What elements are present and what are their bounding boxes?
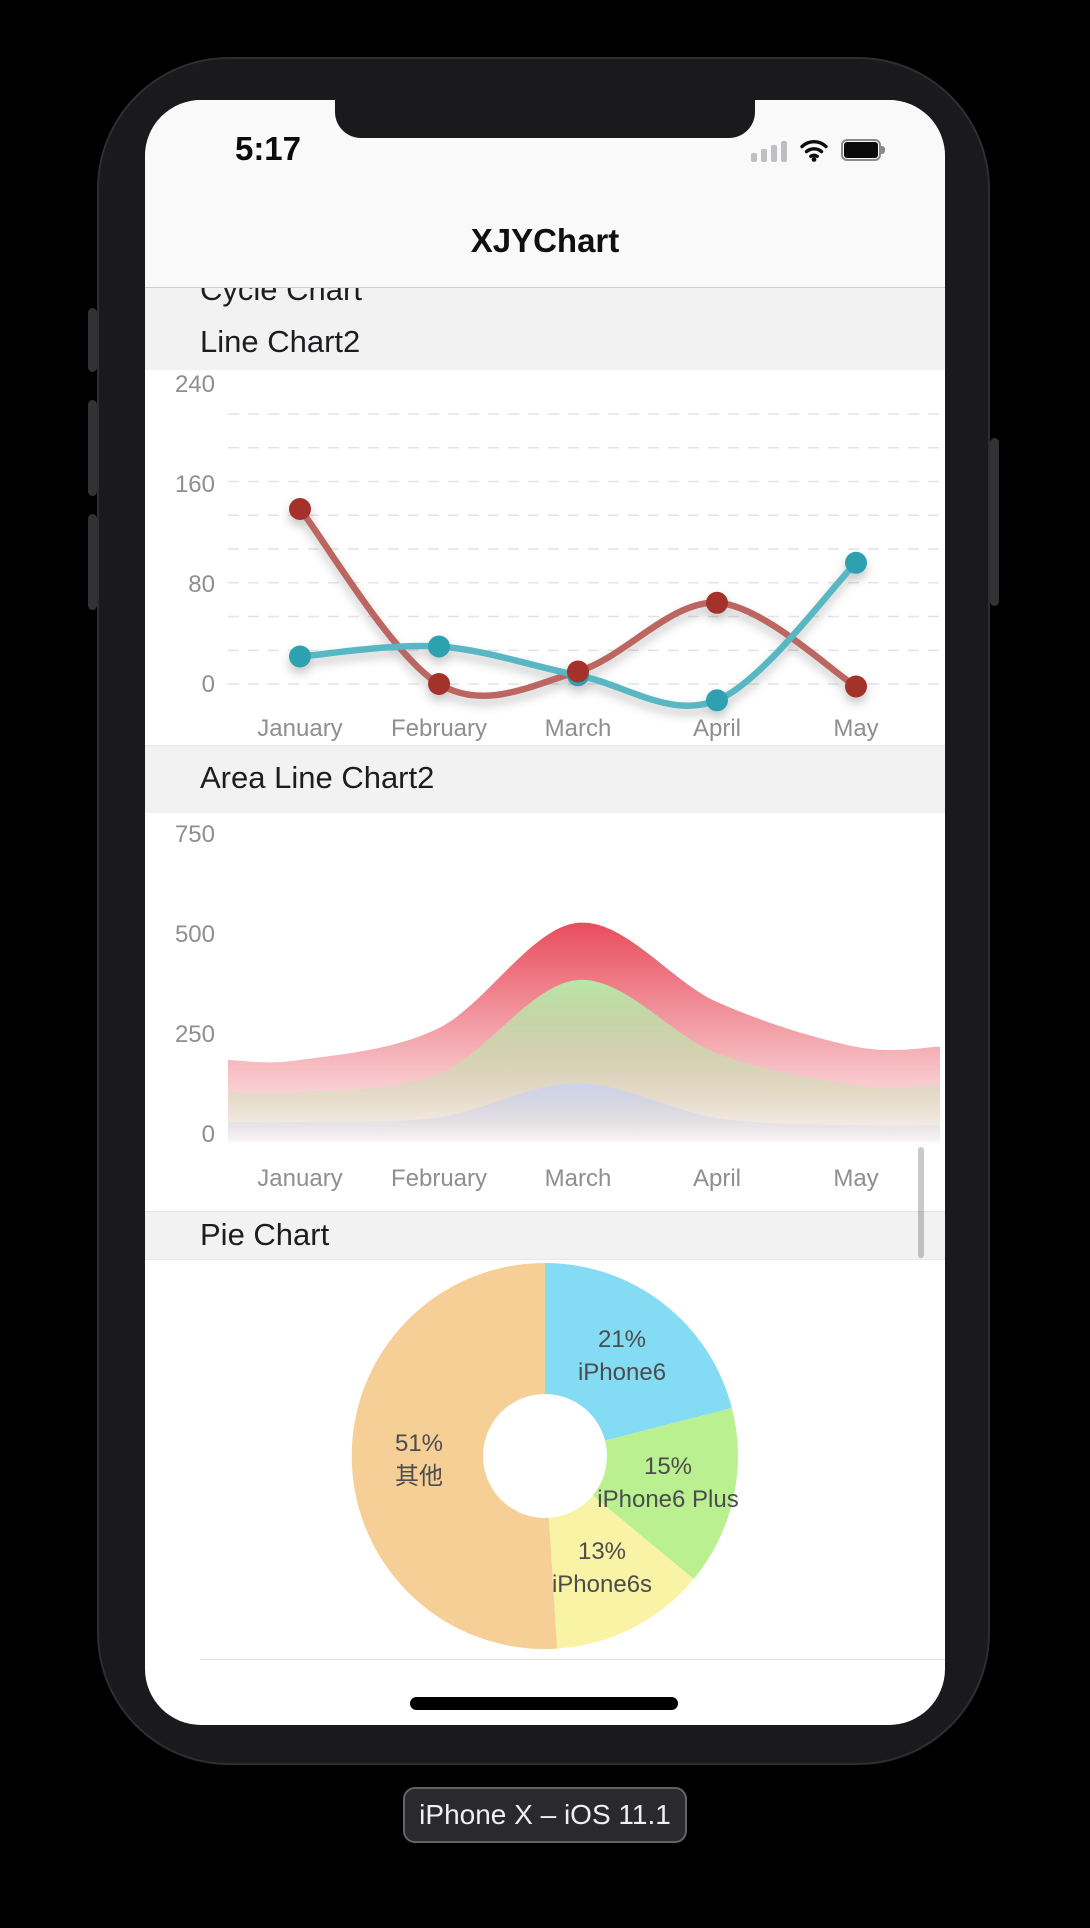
blue-area-shape [228, 1083, 940, 1142]
red-series-point [428, 673, 450, 695]
home-indicator[interactable] [410, 1697, 678, 1710]
teal-series-point [845, 551, 867, 574]
chart-table-scrollview[interactable]: Cycle Chart Line Chart2 240 160 80 0 January… [145, 100, 945, 1725]
donut-hole [483, 1394, 607, 1518]
x-axis-tick-label: May [833, 1165, 878, 1192]
pie-slice-label: 13% iPhone6s [551, 1538, 653, 1598]
x-axis-tick-label: March [545, 715, 612, 742]
status-time: 5:17 [234, 130, 302, 167]
table-separator [200, 1659, 945, 1660]
pie-slice-label: 51% 其他 [394, 1430, 444, 1490]
pie-chart-cell: 21% iPhone6 15% iPhone6 Plus 13% iPhone6s 51% 其… [145, 1258, 945, 1659]
section-band-area: Area Line Chart2 [145, 745, 945, 813]
x-axis-tick-label: January [257, 1165, 342, 1192]
navigation-bar: 5:17 XJYChart [145, 100, 945, 288]
section-header-line-chart2: Line Chart2 [200, 324, 361, 359]
section-header-area-line-chart2: Area Line Chart2 [200, 760, 435, 795]
y-axis-tick-label: 0 [202, 671, 215, 698]
pie-slice-iphone6 [545, 1263, 732, 1456]
y-axis-tick-label: 750 [175, 821, 215, 848]
green-area-shape [228, 979, 940, 1142]
mute-switch [88, 308, 97, 372]
pie-chart-canvas [351, 1262, 738, 1649]
y-axis-tick-label: 250 [175, 1021, 215, 1048]
status-icons [751, 136, 887, 162]
teal-series-point [289, 645, 311, 668]
pie-slice-其他 [351, 1262, 558, 1649]
phone-screen: Cycle Chart Line Chart2 240 160 80 0 January… [145, 100, 945, 1725]
teal-series-point [428, 635, 450, 658]
section-band-top: Cycle Chart Line Chart2 [145, 273, 945, 370]
volume-up-button [88, 400, 97, 496]
pie-slice-label: 15% iPhone6 Plus [597, 1453, 739, 1513]
x-axis-tick-label: April [693, 715, 741, 742]
x-axis-tick-label: February [391, 1165, 487, 1192]
power-button [990, 438, 999, 606]
section-band-pie: Pie Chart [145, 1211, 945, 1260]
wifi-icon [800, 139, 828, 162]
y-axis-tick-label: 500 [175, 921, 215, 948]
area-line-chart2-cell: 750 500 250 0 January February March April May [145, 812, 945, 1211]
scroll-indicator[interactable] [918, 1147, 924, 1258]
y-axis-tick-label: 80 [188, 571, 215, 598]
x-axis-tick-label: February [391, 715, 487, 742]
notch [335, 100, 755, 138]
pie-slice-label: 21% iPhone6 [577, 1326, 667, 1386]
red-series-point [567, 660, 589, 683]
nav-title: XJYChart [470, 222, 620, 259]
teal-series-point [706, 689, 728, 712]
y-axis-tick-label: 240 [175, 371, 215, 398]
area-line-chart2-canvas: 750 500 250 0 January February March April May [175, 821, 940, 1192]
line-chart2-canvas: 240 160 80 0 January February March April May [175, 371, 940, 742]
x-axis-tick-label: March [545, 1165, 612, 1192]
red-series-point [706, 591, 728, 614]
x-axis-tick-label: January [257, 715, 342, 742]
line-chart2-cell: 240 160 80 0 January February March April May [145, 370, 945, 745]
battery-icon [841, 139, 887, 161]
volume-down-button [88, 514, 97, 610]
red-series-point [845, 675, 867, 698]
x-axis-tick-label: April [693, 1165, 741, 1192]
y-axis-tick-label: 0 [202, 1121, 215, 1148]
simulator-device-badge: iPhone X – iOS 11.1 [403, 1787, 687, 1843]
section-header-pie-chart: Pie Chart [200, 1217, 330, 1252]
y-axis-tick-label: 160 [175, 471, 215, 498]
x-axis-tick-label: May [833, 715, 878, 742]
red-series-point [289, 498, 311, 520]
pie-chart-labels: 21% iPhone6 15% iPhone6 Plus 13% iPhone6s 51% 其… [145, 1258, 945, 1659]
cellular-signal-icon [751, 140, 787, 162]
